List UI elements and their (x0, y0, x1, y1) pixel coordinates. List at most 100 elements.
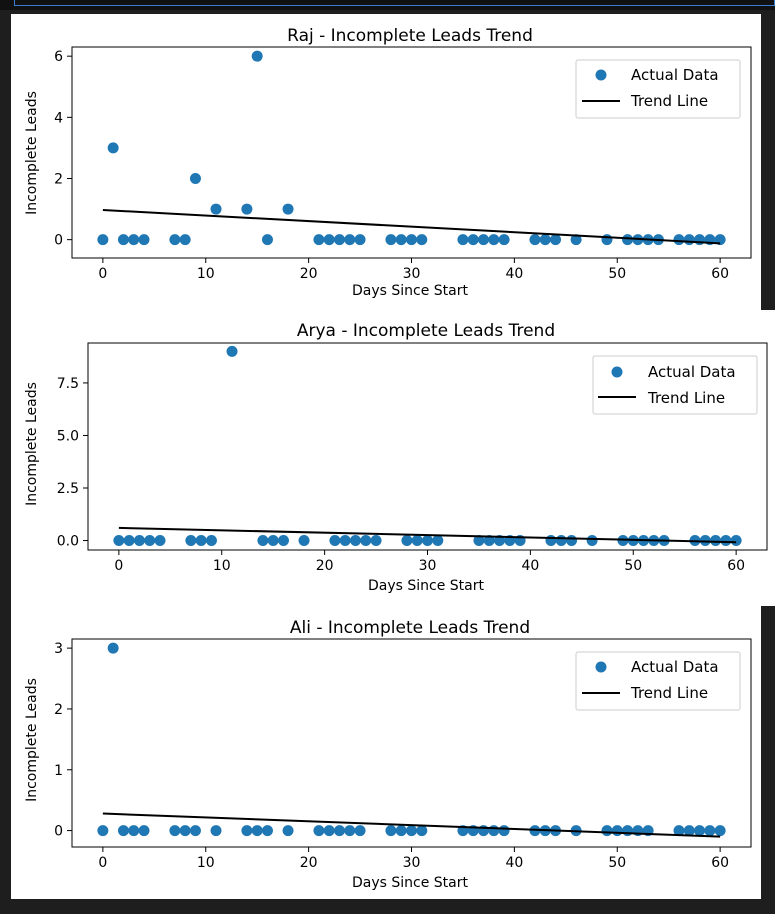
legend-label-trend: Trend Line (630, 684, 708, 702)
legend-marker-actual (595, 661, 607, 673)
data-point (189, 172, 201, 184)
chart-title: Ali - Incomplete Leads Trend (290, 618, 530, 638)
x-axis-label: Days Since Start (352, 875, 469, 891)
data-point (360, 535, 372, 547)
x-tick-label: 60 (711, 855, 729, 871)
data-point (123, 535, 135, 547)
legend-label-actual: Actual Data (648, 363, 736, 381)
data-point (720, 535, 732, 547)
data-point (117, 234, 129, 246)
data-point (622, 825, 634, 837)
data-point (416, 234, 428, 246)
x-tick-label: 40 (505, 855, 523, 871)
x-tick-label: 10 (197, 855, 215, 871)
data-point (251, 50, 263, 62)
x-tick-label: 10 (197, 266, 215, 282)
x-tick-label: 20 (316, 558, 334, 574)
data-point (107, 142, 119, 154)
legend-box (575, 59, 741, 119)
x-tick-label: 30 (419, 558, 437, 574)
x-tick-label: 50 (624, 558, 642, 574)
data-point (144, 535, 156, 547)
data-point (478, 234, 490, 246)
data-point (385, 825, 397, 837)
data-point (313, 825, 325, 837)
data-point (566, 535, 578, 547)
x-tick-label: 0 (98, 266, 107, 282)
data-point (545, 535, 557, 547)
data-point (267, 535, 279, 547)
data-point (422, 535, 433, 547)
data-point (467, 234, 479, 246)
data-point (432, 535, 444, 547)
data-point (128, 234, 140, 246)
data-point (210, 203, 222, 215)
x-tick-label: 40 (521, 558, 539, 574)
data-point (179, 234, 191, 246)
data-point (333, 825, 345, 837)
data-point (241, 203, 253, 215)
chart-arya: Arya - Incomplete Leads Trend Incomplete… (24, 321, 768, 594)
data-point (333, 234, 345, 246)
data-point (313, 234, 325, 246)
data-point (169, 825, 181, 837)
data-point (107, 642, 119, 654)
y-tick-label: 0.0 (57, 534, 79, 550)
data-point (498, 825, 510, 837)
y-tick-label: 4 (54, 110, 63, 126)
y-tick-label: 7.5 (57, 376, 79, 392)
data-point (344, 825, 356, 837)
data-point (138, 234, 150, 246)
data-point (261, 825, 273, 837)
data-point (683, 825, 695, 837)
data-point (406, 825, 417, 837)
data-point (323, 825, 335, 837)
x-axis-label: Days Since Start (368, 578, 485, 594)
chart-panel-ali: Ali - Incomplete Leads Trend Incomplete … (11, 606, 761, 899)
data-point (694, 825, 706, 837)
data-point (416, 825, 428, 837)
legend-marker-actual (611, 366, 623, 378)
legend-box (575, 651, 741, 711)
chart-panel-raj: Raj - Incomplete Leads Trend Incomplete … (11, 14, 761, 310)
data-point (195, 535, 207, 547)
chart-title: Arya - Incomplete Leads Trend (297, 321, 555, 341)
chart-title: Raj - Incomplete Leads Trend (287, 26, 533, 46)
data-point (673, 234, 685, 246)
data-point (555, 535, 567, 547)
data-point (339, 535, 351, 547)
window-accent-border (14, 0, 775, 6)
data-point (529, 234, 541, 246)
data-point (550, 234, 562, 246)
plot-area: 0 10 20 30 40 50 60 0 1 2 3 (54, 638, 752, 871)
data-point (117, 825, 129, 837)
data-point (354, 234, 366, 246)
legend-label-trend: Trend Line (630, 92, 708, 110)
x-tick-label: 50 (608, 855, 626, 871)
x-tick-label: 60 (727, 558, 745, 574)
data-point (385, 234, 397, 246)
y-tick-label: 3 (54, 641, 63, 657)
data-point (169, 234, 181, 246)
x-tick-label: 10 (213, 558, 231, 574)
data-point (539, 234, 551, 246)
data-point (395, 234, 407, 246)
trend-line (102, 812, 721, 838)
data-point (683, 234, 695, 246)
data-point (704, 825, 716, 837)
data-point (714, 825, 726, 837)
legend-label-actual: Actual Data (631, 658, 719, 676)
chart-panel-arya: Arya - Incomplete Leads Trend Incomplete… (11, 310, 775, 606)
y-tick-label: 2.5 (57, 481, 79, 497)
data-point (488, 234, 500, 246)
x-tick-label: 60 (711, 266, 729, 282)
data-point (261, 234, 273, 246)
data-point (241, 825, 253, 837)
data-point (251, 825, 263, 837)
data-point (257, 535, 269, 547)
data-point (354, 825, 366, 837)
data-point (205, 535, 217, 547)
y-tick-label: 6 (54, 49, 63, 65)
data-point (611, 825, 623, 837)
data-point (97, 234, 109, 246)
